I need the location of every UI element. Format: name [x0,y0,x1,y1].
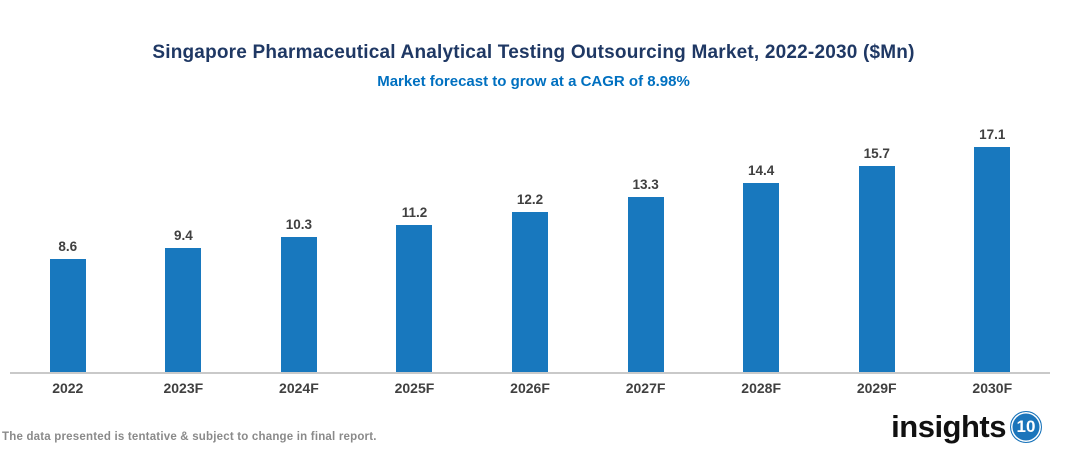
bar-column: 14.4 [703,163,819,372]
bar-value-label: 13.3 [632,177,659,192]
plot-area: 8.6 9.4 10.3 11.2 12.2 13.3 14.4 15.7 17.1 [10,120,1050,374]
x-axis-label: 2029F [856,380,897,396]
bar-value-label: 11.2 [401,205,428,220]
bar-value-label: 14.4 [748,163,775,178]
bar-value-label: 9.4 [173,228,193,243]
bar [974,147,1011,372]
chart-title: Singapore Pharmaceutical Analytical Test… [152,42,915,63]
bar-column: 11.2 [357,205,473,372]
bar-value-label: 12.2 [516,192,544,207]
bar-value-label: 15.7 [863,146,890,161]
x-axis-label: 2030F [972,380,1013,396]
bar-value-label: 10.3 [285,217,313,232]
chart-header: Singapore Pharmaceutical Analytical Test… [0,42,1067,90]
bar-column: 12.2 [472,192,588,372]
bar [49,259,86,372]
bar-column: 13.3 [588,177,704,372]
x-axis-label: 2024F [279,380,319,396]
bar-column: 10.3 [241,217,357,372]
bar [627,197,664,372]
bar-column: 8.6 [10,239,126,372]
bar [858,166,895,372]
bar [396,225,433,372]
x-axis-label: 2028F [741,380,781,396]
bar-column: 17.1 [935,127,1051,372]
bar [165,248,202,372]
bar [280,237,317,372]
x-axis-label: 2026F [510,380,550,396]
x-axis: 2022 2023F 2024F 2025F 2026F 2027F 2028F 2029F 2… [10,380,1050,396]
bar-value-label: 17.1 [979,127,1006,142]
chart-subtitle: Market forecast to grow at a CAGR of 8.9… [377,73,690,90]
bar-column: 15.7 [819,146,935,372]
x-axis-label: 2027F [625,380,666,396]
bar [743,183,780,372]
bar [512,212,549,372]
logo-number-badge: 10 [1010,411,1042,443]
disclaimer-text: The data presented is tentative & subjec… [2,431,377,443]
x-axis-label: 2022 [52,380,84,396]
bar-value-label: 8.6 [58,239,78,254]
bar-column: 9.4 [126,228,242,372]
insights10-logo: insights 10 [891,409,1042,445]
x-axis-label: 2025F [394,380,435,396]
logo-wordmark: insights [891,409,1006,444]
x-axis-label: 2023F [163,380,204,396]
bar-chart: 8.6 9.4 10.3 11.2 12.2 13.3 14.4 15.7 17.1 2022 2… [10,120,1050,396]
